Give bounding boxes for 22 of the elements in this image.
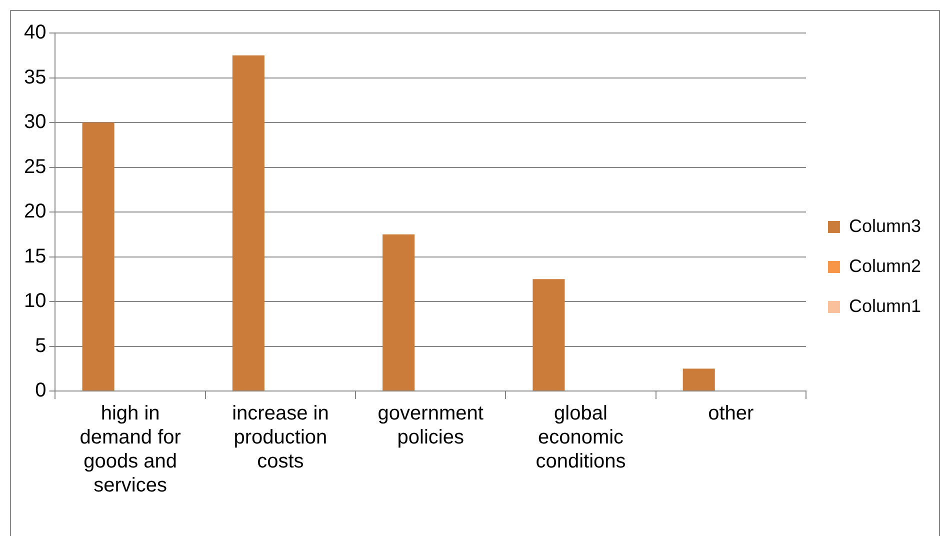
y-tick-label: 35 <box>24 66 46 88</box>
x-tick-label: global economic conditions <box>536 402 626 473</box>
x-tick-label: high in demand for goods and services <box>80 402 182 497</box>
x-tick-label: government policies <box>378 402 484 449</box>
y-tick-label: 25 <box>24 156 46 178</box>
y-tick-label: 0 <box>35 380 46 402</box>
bar <box>82 122 114 390</box>
bar <box>382 234 415 390</box>
legend-label: Column3 <box>848 216 922 236</box>
y-tick-label: 20 <box>24 200 46 223</box>
legend-label: Column2 <box>848 256 922 276</box>
y-tick-label: 15 <box>24 245 46 268</box>
legend-label: Column1 <box>848 296 922 316</box>
bar <box>682 368 715 390</box>
y-tick-label: 10 <box>24 290 46 312</box>
bar <box>232 55 264 390</box>
y-tick-label: 30 <box>24 111 46 134</box>
y-tick-label: 5 <box>35 334 46 357</box>
y-tick-label: 40 <box>24 22 46 44</box>
x-tick-label: other <box>708 402 754 425</box>
bar <box>532 279 565 390</box>
x-tick-label: increase in production costs <box>232 402 329 473</box>
